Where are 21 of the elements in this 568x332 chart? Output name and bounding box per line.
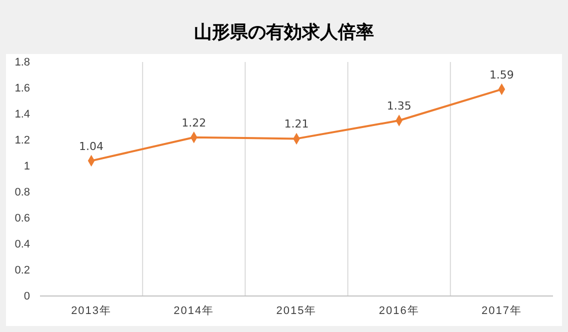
y-tick-label: 1.4 bbox=[14, 108, 30, 121]
y-tick-label: 1.6 bbox=[14, 82, 30, 95]
y-tick-label: 1 bbox=[24, 160, 30, 173]
y-tick-label: 0 bbox=[24, 290, 30, 303]
y-tick-label: 0.2 bbox=[14, 264, 30, 277]
x-tick-label: 2015年 bbox=[276, 304, 317, 317]
data-label: 1.04 bbox=[79, 140, 104, 153]
chart-title: 山形県の有効求人倍率 bbox=[194, 22, 374, 43]
data-label: 1.21 bbox=[284, 118, 309, 131]
y-tick-label: 1.8 bbox=[14, 56, 30, 69]
x-tick-label: 2013年 bbox=[71, 304, 112, 317]
x-tick-label: 2014年 bbox=[174, 304, 214, 317]
y-tick-label: 1.2 bbox=[14, 134, 30, 147]
y-tick-label: 0.4 bbox=[14, 238, 30, 251]
data-label: 1.59 bbox=[489, 68, 514, 82]
y-tick-label: 0.6 bbox=[14, 212, 30, 225]
x-tick-label: 2017年 bbox=[481, 304, 522, 317]
y-tick-label: 0.8 bbox=[14, 186, 30, 199]
data-label: 1.35 bbox=[386, 100, 412, 112]
x-tick-label: 2016年 bbox=[378, 304, 420, 317]
data-label: 1.22 bbox=[182, 116, 206, 130]
